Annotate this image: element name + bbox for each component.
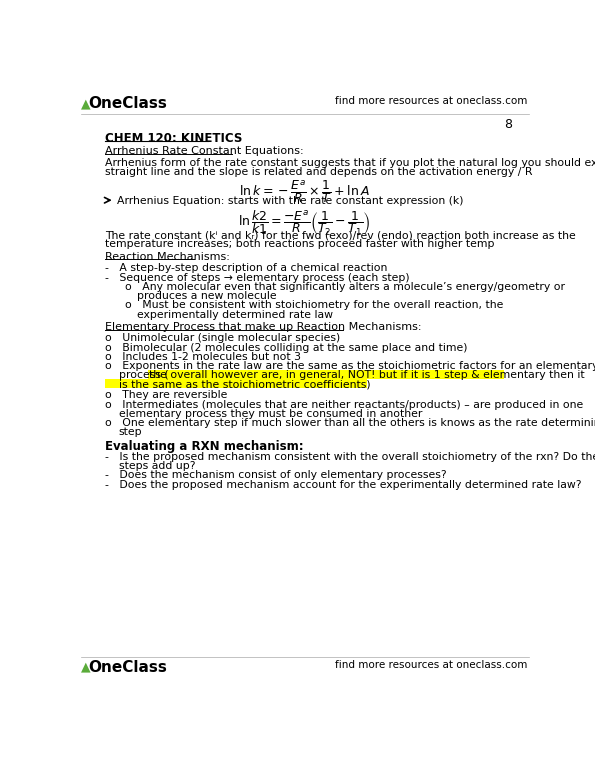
- Text: o   One elementary step if much slower than all the others is knows as the rate : o One elementary step if much slower tha…: [105, 418, 595, 428]
- FancyBboxPatch shape: [105, 379, 367, 388]
- Text: o   Must be consistent with stoichiometry for the overall reaction, the: o Must be consistent with stoichiometry …: [125, 300, 503, 310]
- Text: $\ln \dfrac{k2}{k1} = \dfrac{-E^{a}}{R} \left(\dfrac{1}{T_2} - \dfrac{1}{T_1}\ri: $\ln \dfrac{k2}{k1} = \dfrac{-E^{a}}{R} …: [239, 209, 371, 238]
- Text: process (: process (: [105, 370, 169, 380]
- Text: is the same as the stoichiometric coefficients): is the same as the stoichiometric coeffi…: [105, 380, 371, 390]
- Text: temperature increases; both reactions proceed faster with higher temp: temperature increases; both reactions pr…: [105, 239, 495, 249]
- Text: Arrhenius Equation: starts with the rate constant expression (k): Arrhenius Equation: starts with the rate…: [117, 196, 464, 206]
- Text: OneClass: OneClass: [88, 96, 167, 111]
- Text: -   Does the mechanism consist of only elementary processes?: - Does the mechanism consist of only ele…: [105, 470, 447, 480]
- Text: -   A step-by-step description of a chemical reaction: - A step-by-step description of a chemic…: [105, 263, 388, 273]
- Text: experimentally determined rate law: experimentally determined rate law: [137, 310, 333, 320]
- Text: find more resources at oneclass.com: find more resources at oneclass.com: [336, 660, 528, 670]
- Text: o   Exponents in the rate law are the same as the stoichiometric factors for an : o Exponents in the rate law are the same…: [105, 361, 595, 371]
- Text: step: step: [118, 427, 142, 437]
- Text: straight line and the slope is related and depends on the activation energy / R: straight line and the slope is related a…: [105, 167, 533, 177]
- Text: elementary process they must be consumed in another: elementary process they must be consumed…: [118, 409, 422, 419]
- Text: Arrhenius Rate Constant Equations:: Arrhenius Rate Constant Equations:: [105, 146, 304, 156]
- Text: steps add up?: steps add up?: [118, 461, 195, 471]
- FancyBboxPatch shape: [148, 370, 504, 379]
- Text: -   Sequence of steps → elementary process (each step): - Sequence of steps → elementary process…: [105, 273, 410, 283]
- Text: 8: 8: [505, 118, 512, 131]
- Text: the overall however are, in general, NOT! but if it is 1 step & elementary then : the overall however are, in general, NOT…: [149, 370, 584, 380]
- Text: Evaluating a RXN mechanism:: Evaluating a RXN mechanism:: [105, 440, 304, 453]
- Text: o   Any molecular even that significantly alters a molecule’s energy/geometry or: o Any molecular even that significantly …: [125, 282, 565, 292]
- Text: ▲: ▲: [80, 97, 90, 110]
- Text: o   Intermediates (molecules that are neither reactants/products) – are produced: o Intermediates (molecules that are neit…: [105, 400, 584, 410]
- Text: Elementary Process that make up Reaction Mechanisms:: Elementary Process that make up Reaction…: [105, 322, 422, 332]
- Text: Reaction Mechanisms:: Reaction Mechanisms:: [105, 252, 230, 262]
- Text: OneClass: OneClass: [88, 660, 167, 675]
- Text: find more resources at oneclass.com: find more resources at oneclass.com: [336, 96, 528, 106]
- Text: o   Bimolecular (2 molecules colliding at the same place and time): o Bimolecular (2 molecules colliding at …: [105, 343, 468, 353]
- Text: -   Does the proposed mechanism account for the experimentally determined rate l: - Does the proposed mechanism account fo…: [105, 480, 582, 490]
- Text: $\ln k = -\dfrac{E^{a}}{R} \times \dfrac{1}{T} + \ln A$: $\ln k = -\dfrac{E^{a}}{R} \times \dfrac…: [239, 178, 370, 205]
- Text: The rate constant (kⁱ and kᵣ) for the fwd (exo)/rev (endo) reaction both increas: The rate constant (kⁱ and kᵣ) for the fw…: [105, 230, 576, 240]
- Text: CHEM 120: KINETICS: CHEM 120: KINETICS: [105, 132, 243, 146]
- Text: ▲: ▲: [80, 661, 90, 674]
- Text: Arrhenius form of the rate constant suggests that if you plot the natural log yo: Arrhenius form of the rate constant sugg…: [105, 158, 595, 168]
- Text: o   Unimolecular (single molecular species): o Unimolecular (single molecular species…: [105, 333, 340, 343]
- Text: produces a new molecule: produces a new molecule: [137, 291, 277, 301]
- Text: o   They are reversible: o They are reversible: [105, 390, 228, 400]
- Text: -   Is the proposed mechanism consistent with the overall stoichiometry of the r: - Is the proposed mechanism consistent w…: [105, 452, 595, 462]
- Text: o   Includes 1-2 molecules but not 3: o Includes 1-2 molecules but not 3: [105, 352, 302, 362]
